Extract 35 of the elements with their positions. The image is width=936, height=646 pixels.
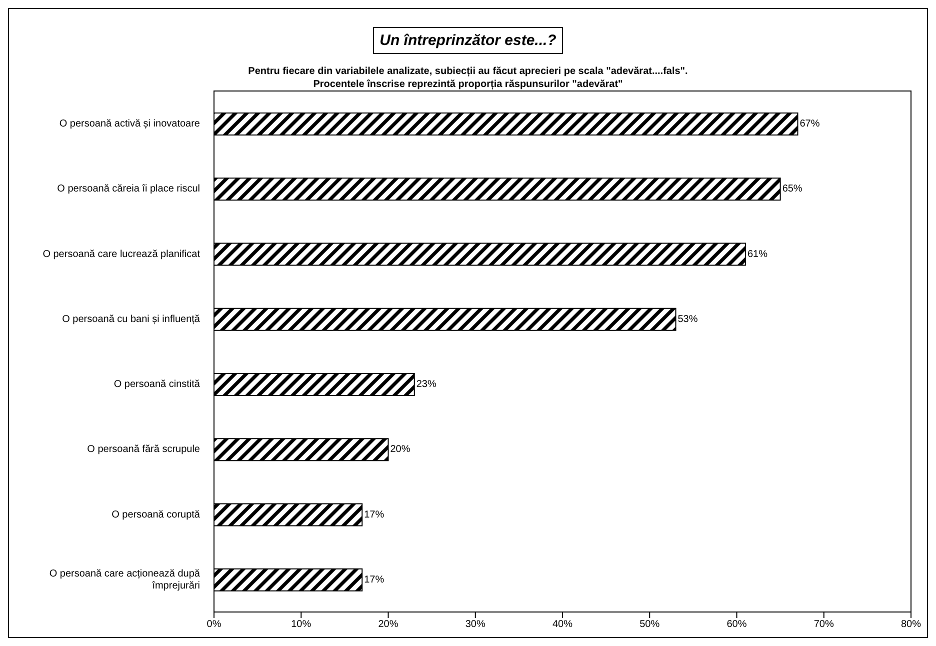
- data-label: 17%: [364, 509, 384, 520]
- bar: [214, 112, 798, 136]
- y-tick-label: O persoană coruptă: [112, 508, 200, 520]
- y-tick-label: O persoană cu bani și influență: [62, 313, 200, 324]
- data-label: 23%: [416, 379, 437, 390]
- x-tick-label: 40%: [552, 619, 573, 630]
- x-tick-label: 10%: [291, 619, 312, 630]
- bar: [214, 438, 389, 462]
- y-tick-label: O persoană activă și inovatoare: [59, 118, 200, 130]
- bar: [214, 178, 781, 201]
- chart-subtitle: Pentru fiecare din variabilele analizate, subiecții au făcut aprecieri pe scala "adevărat....fals". Procentele înscrise reprezintă proporția răspunsurilor "adevărat": [247, 65, 689, 91]
- data-label: 67%: [800, 118, 820, 130]
- y-tick-label: O persoană care lucrează planificat: [42, 248, 200, 260]
- data-label: 53%: [678, 314, 698, 325]
- y-tick-label: O persoană căreia îi place riscul: [57, 183, 200, 194]
- data-label: 20%: [390, 444, 410, 456]
- bar: [214, 503, 363, 526]
- data-label: 65%: [782, 184, 802, 195]
- y-tick-label: O persoană fără scrupule: [87, 444, 200, 455]
- x-tick-label: 50%: [640, 619, 660, 630]
- chart-title: Un întreprinzător este...?: [372, 27, 564, 54]
- bar: [214, 568, 363, 592]
- x-tick-label: 30%: [465, 619, 486, 630]
- x-tick-label: 0%: [206, 619, 222, 630]
- x-tick-label: 60%: [726, 619, 747, 630]
- bar: [214, 242, 746, 266]
- x-tick-label: 20%: [378, 619, 398, 630]
- bar: [214, 373, 415, 396]
- bar: [214, 308, 676, 331]
- x-tick-label: 70%: [814, 619, 834, 630]
- y-tick-label: O persoană care acționează după împrejurări: [49, 568, 200, 591]
- data-label: 61%: [747, 248, 768, 260]
- x-tick-label: 80%: [900, 619, 922, 630]
- y-tick-label: O persoană cinstită: [114, 378, 200, 390]
- data-label: 17%: [364, 574, 384, 586]
